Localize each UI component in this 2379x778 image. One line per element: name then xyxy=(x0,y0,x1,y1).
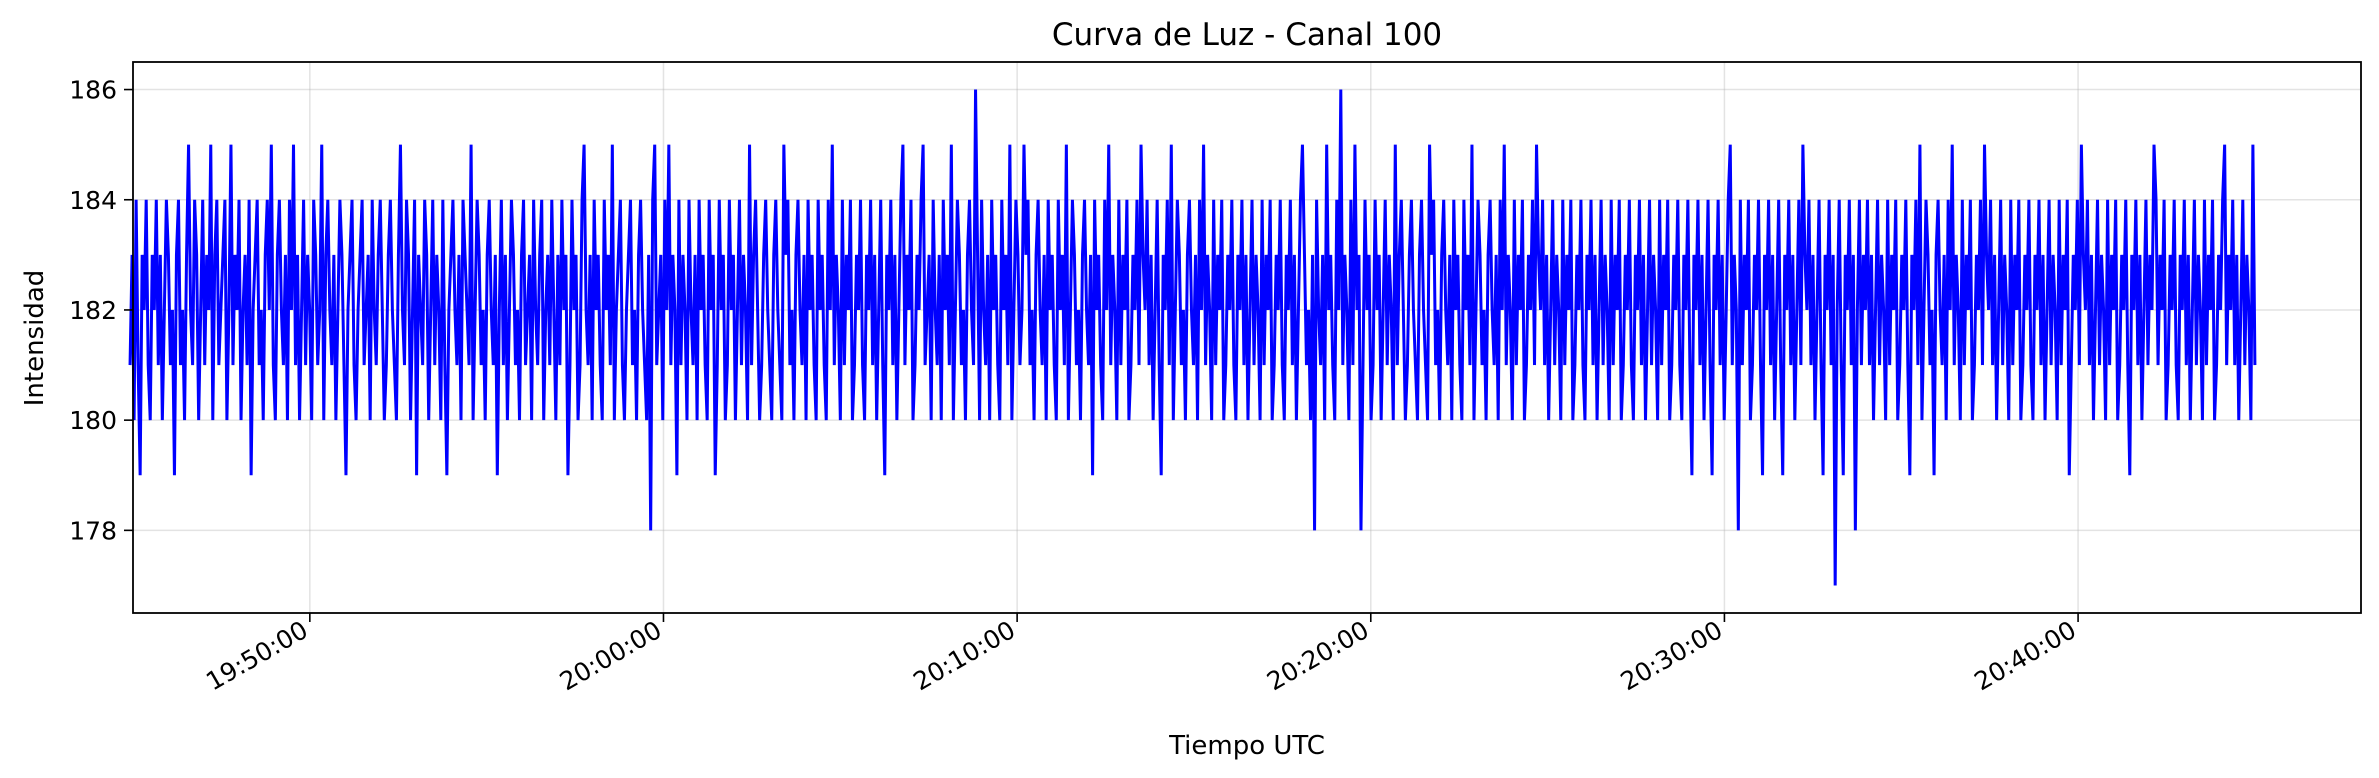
chart-title: Curva de Luz - Canal 100 xyxy=(1052,17,1442,53)
y-axis-label: Intensidad xyxy=(20,270,50,407)
x-axis: 19:50:00 20:00:00 20:10:00 20:20:00 20:30:00… xyxy=(201,613,2081,696)
x-tick-label: 20:00:00 xyxy=(555,615,667,696)
x-axis-label: Tiempo UTC xyxy=(1168,731,1325,761)
x-tick-label: 20:40:00 xyxy=(1969,615,2081,696)
y-axis: 178 180 182 184 186 xyxy=(69,76,133,545)
series-line-0 xyxy=(128,89,2257,586)
y-tick-label: 182 xyxy=(69,296,117,325)
x-tick-label: 20:30:00 xyxy=(1616,615,1728,696)
y-tick-label: 186 xyxy=(69,76,117,105)
x-tick-label: 19:50:00 xyxy=(201,615,313,696)
y-tick-label: 184 xyxy=(69,186,117,215)
y-tick-label: 180 xyxy=(69,406,117,435)
x-tick-label: 20:20:00 xyxy=(1262,615,1374,696)
plot-frame xyxy=(132,61,2362,614)
y-tick-label: 178 xyxy=(69,516,117,545)
series-layer xyxy=(128,89,2257,586)
x-tick-label: 20:10:00 xyxy=(908,615,1020,696)
